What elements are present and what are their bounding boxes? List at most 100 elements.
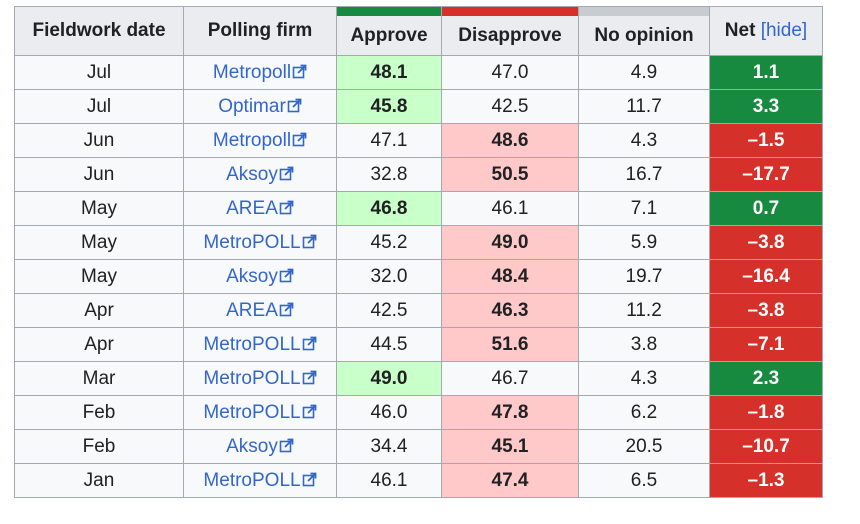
no-opinion-cell: 4.3 — [578, 361, 710, 396]
polling-firm-link[interactable]: AREA — [226, 198, 294, 219]
external-link-icon — [302, 234, 316, 248]
polling-firm-link[interactable]: MetroPOLL — [203, 402, 316, 423]
fieldwork-date-cell: Feb — [14, 395, 184, 430]
disapprove-cell: 45.1 — [441, 429, 579, 464]
table-row: Apr MetroPOLL 44.5 51.6 3.8 –7.1 — [14, 327, 823, 362]
polling-firm-cell: AREA — [183, 293, 337, 328]
polling-firm-cell: MetroPOLL — [183, 395, 337, 430]
fieldwork-date-cell: Apr — [14, 293, 184, 328]
polling-firm-cell: Optimar — [183, 89, 337, 124]
net-cell: 0.7 — [709, 191, 823, 226]
external-link-icon — [279, 200, 294, 214]
header-no-opinion[interactable]: No opinion — [578, 6, 710, 56]
table-row: Apr AREA 42.5 46.3 11.2 –3.8 — [14, 293, 823, 328]
polling-firm-cell: Aksoy — [183, 429, 337, 464]
polling-firm-link[interactable]: Aksoy — [226, 266, 294, 287]
hide-link-text[interactable]: hide — [765, 20, 802, 41]
approve-cell: 45.2 — [336, 225, 442, 260]
net-cell: –3.8 — [709, 225, 823, 260]
disapprove-cell: 46.3 — [441, 293, 579, 328]
polling-firm-name: Aksoy — [226, 435, 278, 457]
polling-firm-name: Aksoy — [226, 265, 278, 287]
table-row: May Aksoy 32.0 48.4 19.7 –16.4 — [14, 259, 823, 294]
fieldwork-date-cell: Jun — [14, 123, 184, 158]
polling-firm-link[interactable]: AREA — [226, 300, 294, 321]
net-cell: –10.7 — [709, 429, 823, 464]
polling-firm-name: Aksoy — [226, 163, 278, 185]
header-net-label: Net — [724, 20, 756, 41]
polling-firm-cell: MetroPOLL — [183, 463, 337, 498]
external-link-icon — [279, 438, 294, 452]
table-row: Jun Metropoll 47.1 48.6 4.3 –1.5 — [14, 123, 823, 158]
polling-firm-link[interactable]: MetroPOLL — [203, 334, 316, 355]
external-link-icon — [279, 166, 294, 180]
fieldwork-date-cell: Apr — [14, 327, 184, 362]
external-link-icon — [302, 472, 316, 486]
no-opinion-cell: 16.7 — [578, 157, 710, 192]
external-link-icon — [279, 302, 294, 316]
polling-firm-cell: MetroPOLL — [183, 361, 337, 396]
hide-toggle[interactable]: [hide] — [760, 20, 808, 41]
approve-cell: 46.0 — [336, 395, 442, 430]
external-link-icon — [302, 336, 316, 350]
polling-firm-link[interactable]: Metropoll — [213, 62, 307, 83]
polling-firm-name: MetroPOLL — [203, 469, 301, 491]
no-opinion-cell: 20.5 — [578, 429, 710, 464]
polling-firm-cell: Aksoy — [183, 259, 337, 294]
no-opinion-cell: 19.7 — [578, 259, 710, 294]
polling-firm-link[interactable]: Aksoy — [226, 436, 294, 457]
polling-firm-link[interactable]: Metropoll — [213, 130, 307, 151]
polling-firm-link[interactable]: MetroPOLL — [203, 232, 316, 253]
polling-firm-name: Metropoll — [212, 129, 292, 151]
header-polling-firm[interactable]: Polling firm — [183, 6, 337, 56]
disapprove-cell: 48.4 — [441, 259, 579, 294]
table-row: Jul Optimar 45.8 42.5 11.7 3.3 — [14, 89, 823, 124]
no-opinion-cell: 7.1 — [578, 191, 710, 226]
polling-firm-cell: MetroPOLL — [183, 327, 337, 362]
polling-firm-name: AREA — [226, 197, 278, 219]
header-fieldwork-date[interactable]: Fieldwork date — [14, 6, 184, 56]
header-disapprove[interactable]: Disapprove — [441, 6, 579, 56]
net-cell: –16.4 — [709, 259, 823, 294]
net-cell: 2.3 — [709, 361, 823, 396]
disapprove-cell: 46.1 — [441, 191, 579, 226]
no-opinion-cell: 11.7 — [578, 89, 710, 124]
approve-cell: 34.4 — [336, 429, 442, 464]
no-opinion-cell: 6.2 — [578, 395, 710, 430]
approve-cell: 49.0 — [336, 361, 442, 396]
header-net[interactable]: Net [hide] — [709, 6, 823, 56]
header-disapprove-label: Disapprove — [458, 25, 562, 46]
disapprove-cell: 47.4 — [441, 463, 579, 498]
disapprove-cell: 48.6 — [441, 123, 579, 158]
polling-firm-link[interactable]: Optimar — [218, 96, 302, 117]
polling-firm-link[interactable]: MetroPOLL — [203, 368, 316, 389]
table-row: Jun Aksoy 32.8 50.5 16.7 –17.7 — [14, 157, 823, 192]
disapprove-cell: 46.7 — [441, 361, 579, 396]
polling-firm-name: MetroPOLL — [203, 367, 301, 389]
table-row: Mar MetroPOLL 49.0 46.7 4.3 2.3 — [14, 361, 823, 396]
fieldwork-date-cell: May — [14, 225, 184, 260]
external-link-icon — [287, 98, 302, 112]
net-cell: 3.3 — [709, 89, 823, 124]
approve-cell: 32.8 — [336, 157, 442, 192]
fieldwork-date-cell: Jul — [14, 55, 184, 90]
external-link-icon — [292, 64, 307, 78]
external-link-icon — [279, 268, 294, 282]
polling-firm-link[interactable]: MetroPOLL — [203, 470, 316, 491]
approve-cell: 44.5 — [336, 327, 442, 362]
disapprove-cell: 49.0 — [441, 225, 579, 260]
approve-cell: 32.0 — [336, 259, 442, 294]
approve-cell: 42.5 — [336, 293, 442, 328]
no-opinion-color-bar — [579, 7, 709, 16]
no-opinion-cell: 4.3 — [578, 123, 710, 158]
fieldwork-date-cell: Mar — [14, 361, 184, 396]
polling-firm-link[interactable]: Aksoy — [226, 164, 294, 185]
fieldwork-date-cell: Feb — [14, 429, 184, 464]
polling-firm-cell: AREA — [183, 191, 337, 226]
net-cell: –1.3 — [709, 463, 823, 498]
header-approve[interactable]: Approve — [336, 6, 442, 56]
external-link-icon — [292, 132, 307, 146]
net-cell: –3.8 — [709, 293, 823, 328]
header-row: Fieldwork date Polling firm Approve Disa… — [14, 6, 823, 56]
disapprove-cell: 50.5 — [441, 157, 579, 192]
